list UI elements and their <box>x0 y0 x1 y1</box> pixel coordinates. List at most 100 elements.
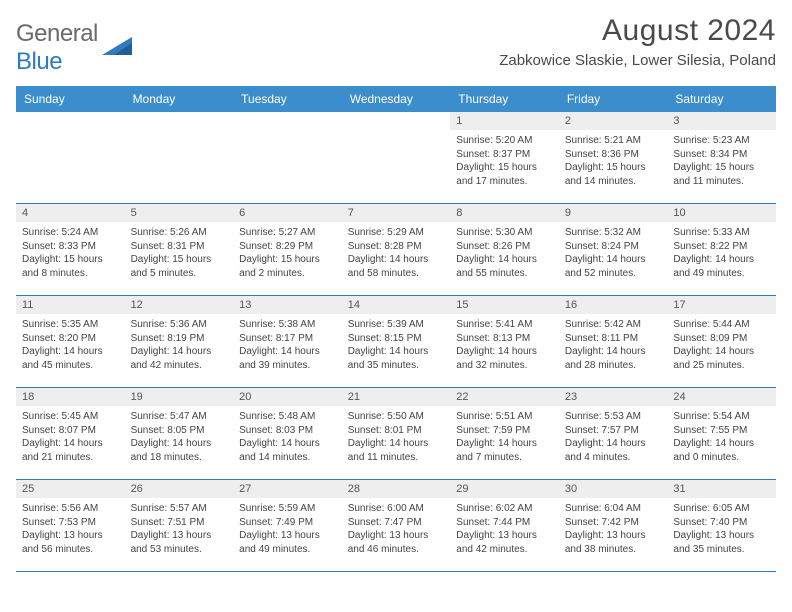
daylight-line: Daylight: 13 hours and 53 minutes. <box>131 529 228 556</box>
sunrise-line: Sunrise: 6:05 AM <box>673 502 770 516</box>
daylight-line: Daylight: 14 hours and 14 minutes. <box>239 437 336 464</box>
calendar-cell: 6Sunrise: 5:27 AMSunset: 8:29 PMDaylight… <box>233 204 342 296</box>
sunrise-line: Sunrise: 5:33 AM <box>673 226 770 240</box>
sunrise-line: Sunrise: 5:36 AM <box>131 318 228 332</box>
header-row: General Blue August 2024 Zabkowice Slask… <box>16 14 776 76</box>
calendar-cell-empty <box>125 112 234 204</box>
sunset-line: Sunset: 7:42 PM <box>565 516 662 530</box>
weekday-label: Friday <box>559 86 668 112</box>
day-number: 9 <box>559 204 668 222</box>
calendar-cell: 29Sunrise: 6:02 AMSunset: 7:44 PMDayligh… <box>450 480 559 572</box>
sunrise-line: Sunrise: 5:30 AM <box>456 226 553 240</box>
calendar-cell: 9Sunrise: 5:32 AMSunset: 8:24 PMDaylight… <box>559 204 668 296</box>
sunrise-line: Sunrise: 5:45 AM <box>22 410 119 424</box>
sunset-line: Sunset: 7:59 PM <box>456 424 553 438</box>
daylight-line: Daylight: 15 hours and 11 minutes. <box>673 161 770 188</box>
daylight-line: Daylight: 15 hours and 2 minutes. <box>239 253 336 280</box>
daylight-line: Daylight: 14 hours and 7 minutes. <box>456 437 553 464</box>
daylight-line: Daylight: 13 hours and 56 minutes. <box>22 529 119 556</box>
daylight-line: Daylight: 13 hours and 46 minutes. <box>348 529 445 556</box>
calendar-cell-empty <box>233 112 342 204</box>
day-details: Sunrise: 5:57 AMSunset: 7:51 PMDaylight:… <box>125 498 234 562</box>
sunrise-line: Sunrise: 5:56 AM <box>22 502 119 516</box>
daylight-line: Daylight: 15 hours and 14 minutes. <box>565 161 662 188</box>
sunrise-line: Sunrise: 6:02 AM <box>456 502 553 516</box>
calendar-cell: 24Sunrise: 5:54 AMSunset: 7:55 PMDayligh… <box>667 388 776 480</box>
sunset-line: Sunset: 8:09 PM <box>673 332 770 346</box>
brand-part1: General <box>16 20 98 47</box>
sunrise-line: Sunrise: 5:27 AM <box>239 226 336 240</box>
daylight-line: Daylight: 14 hours and 28 minutes. <box>565 345 662 372</box>
day-number-empty <box>342 112 451 130</box>
brand-text: General Blue <box>16 20 98 76</box>
day-details: Sunrise: 5:53 AMSunset: 7:57 PMDaylight:… <box>559 406 668 470</box>
sunset-line: Sunset: 8:26 PM <box>456 240 553 254</box>
day-number: 27 <box>233 480 342 498</box>
calendar-cell: 16Sunrise: 5:42 AMSunset: 8:11 PMDayligh… <box>559 296 668 388</box>
day-number: 22 <box>450 388 559 406</box>
day-details: Sunrise: 5:33 AMSunset: 8:22 PMDaylight:… <box>667 222 776 286</box>
sunset-line: Sunset: 8:33 PM <box>22 240 119 254</box>
day-details: Sunrise: 5:23 AMSunset: 8:34 PMDaylight:… <box>667 130 776 194</box>
sunrise-line: Sunrise: 5:42 AM <box>565 318 662 332</box>
day-details: Sunrise: 5:59 AMSunset: 7:49 PMDaylight:… <box>233 498 342 562</box>
calendar-cell: 23Sunrise: 5:53 AMSunset: 7:57 PMDayligh… <box>559 388 668 480</box>
location: Zabkowice Slaskie, Lower Silesia, Poland <box>499 52 776 69</box>
day-number: 7 <box>342 204 451 222</box>
sunset-line: Sunset: 8:17 PM <box>239 332 336 346</box>
sunrise-line: Sunrise: 5:35 AM <box>22 318 119 332</box>
day-details: Sunrise: 6:05 AMSunset: 7:40 PMDaylight:… <box>667 498 776 562</box>
day-details: Sunrise: 5:47 AMSunset: 8:05 PMDaylight:… <box>125 406 234 470</box>
day-details: Sunrise: 5:44 AMSunset: 8:09 PMDaylight:… <box>667 314 776 378</box>
sunset-line: Sunset: 8:05 PM <box>131 424 228 438</box>
day-number: 4 <box>16 204 125 222</box>
day-number: 5 <box>125 204 234 222</box>
day-details: Sunrise: 5:36 AMSunset: 8:19 PMDaylight:… <box>125 314 234 378</box>
calendar-cell: 4Sunrise: 5:24 AMSunset: 8:33 PMDaylight… <box>16 204 125 296</box>
sunset-line: Sunset: 8:22 PM <box>673 240 770 254</box>
sunrise-line: Sunrise: 5:59 AM <box>239 502 336 516</box>
sunset-line: Sunset: 8:13 PM <box>456 332 553 346</box>
day-number: 3 <box>667 112 776 130</box>
day-number: 31 <box>667 480 776 498</box>
day-details: Sunrise: 5:56 AMSunset: 7:53 PMDaylight:… <box>16 498 125 562</box>
calendar-cell: 8Sunrise: 5:30 AMSunset: 8:26 PMDaylight… <box>450 204 559 296</box>
calendar-cell-empty <box>342 112 451 204</box>
sunrise-line: Sunrise: 5:29 AM <box>348 226 445 240</box>
sunset-line: Sunset: 8:37 PM <box>456 148 553 162</box>
day-number: 24 <box>667 388 776 406</box>
day-number: 16 <box>559 296 668 314</box>
daylight-line: Daylight: 14 hours and 49 minutes. <box>673 253 770 280</box>
daylight-line: Daylight: 14 hours and 42 minutes. <box>131 345 228 372</box>
calendar-header-row: SundayMondayTuesdayWednesdayThursdayFrid… <box>16 86 776 112</box>
sunrise-line: Sunrise: 5:41 AM <box>456 318 553 332</box>
daylight-line: Daylight: 13 hours and 35 minutes. <box>673 529 770 556</box>
daylight-line: Daylight: 14 hours and 45 minutes. <box>22 345 119 372</box>
day-number: 29 <box>450 480 559 498</box>
day-details: Sunrise: 6:04 AMSunset: 7:42 PMDaylight:… <box>559 498 668 562</box>
sunset-line: Sunset: 8:24 PM <box>565 240 662 254</box>
calendar-cell: 14Sunrise: 5:39 AMSunset: 8:15 PMDayligh… <box>342 296 451 388</box>
daylight-line: Daylight: 15 hours and 5 minutes. <box>131 253 228 280</box>
day-number: 30 <box>559 480 668 498</box>
day-number: 17 <box>667 296 776 314</box>
day-number: 1 <box>450 112 559 130</box>
weekday-label: Sunday <box>16 86 125 112</box>
day-number-empty <box>125 112 234 130</box>
daylight-line: Daylight: 14 hours and 55 minutes. <box>456 253 553 280</box>
sunrise-line: Sunrise: 5:47 AM <box>131 410 228 424</box>
day-number: 15 <box>450 296 559 314</box>
sunset-line: Sunset: 7:55 PM <box>673 424 770 438</box>
day-details: Sunrise: 5:38 AMSunset: 8:17 PMDaylight:… <box>233 314 342 378</box>
day-number: 2 <box>559 112 668 130</box>
day-details: Sunrise: 5:30 AMSunset: 8:26 PMDaylight:… <box>450 222 559 286</box>
daylight-line: Daylight: 13 hours and 49 minutes. <box>239 529 336 556</box>
calendar-cell: 31Sunrise: 6:05 AMSunset: 7:40 PMDayligh… <box>667 480 776 572</box>
calendar-cell: 1Sunrise: 5:20 AMSunset: 8:37 PMDaylight… <box>450 112 559 204</box>
calendar-cell: 21Sunrise: 5:50 AMSunset: 8:01 PMDayligh… <box>342 388 451 480</box>
day-number: 8 <box>450 204 559 222</box>
calendar-cell: 12Sunrise: 5:36 AMSunset: 8:19 PMDayligh… <box>125 296 234 388</box>
calendar-cell: 26Sunrise: 5:57 AMSunset: 7:51 PMDayligh… <box>125 480 234 572</box>
sunset-line: Sunset: 7:57 PM <box>565 424 662 438</box>
day-details: Sunrise: 5:48 AMSunset: 8:03 PMDaylight:… <box>233 406 342 470</box>
